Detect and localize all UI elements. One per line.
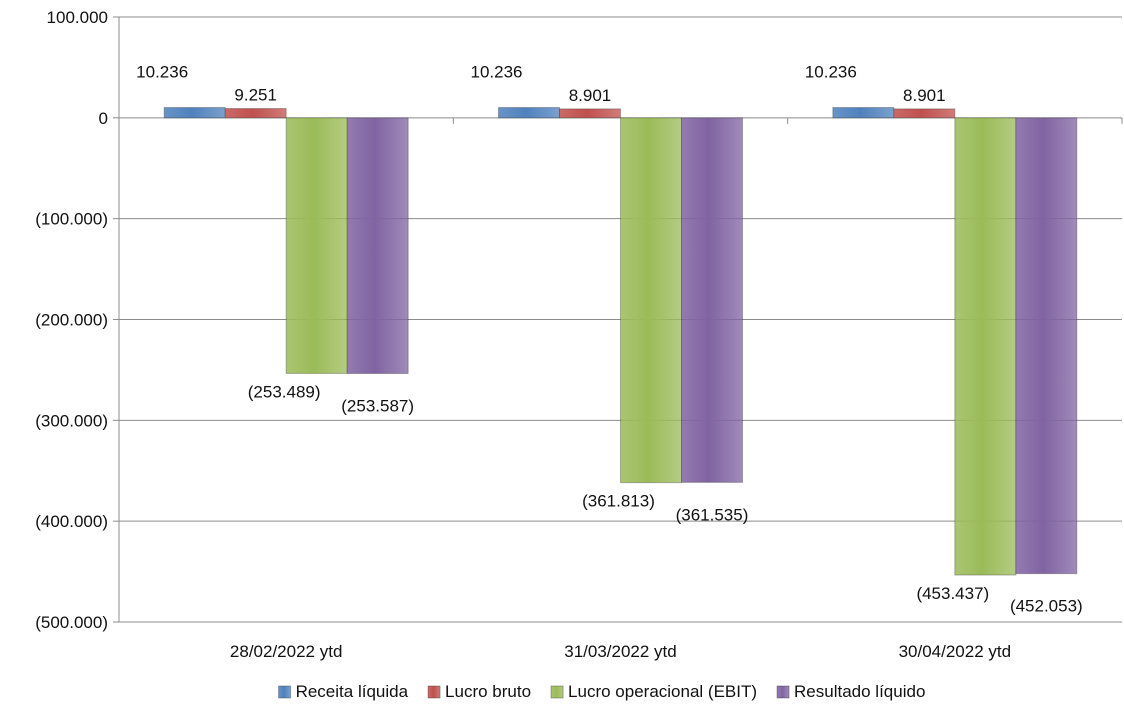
x-category-label: 28/02/2022 ytd — [230, 642, 342, 661]
data-label-lucro-operacional-ebit: (453.437) — [916, 584, 989, 603]
y-tick-label: (100.000) — [35, 210, 108, 229]
bar-lucro-operacional-ebit — [620, 117, 682, 484]
y-tick-label: (500.000) — [35, 613, 108, 632]
bars — [163, 107, 1078, 576]
legend-swatch-lucro-bruto — [427, 685, 441, 699]
bar-receita-liquida — [163, 107, 226, 119]
data-label-resultado-liquido: (253.587) — [341, 397, 414, 416]
bar-resultado-liquido — [346, 117, 409, 375]
y-tick-label: 100.000 — [47, 8, 108, 27]
bar-receita-liquida — [832, 107, 895, 119]
bar-resultado-liquido — [681, 117, 743, 483]
legend-swatch-receita-liquida — [278, 685, 292, 699]
bar-lucro-bruto — [559, 108, 621, 119]
legend-label-lucro-bruto: Lucro bruto — [445, 682, 531, 701]
x-category-label: 30/04/2022 ytd — [899, 642, 1011, 661]
bar-lucro-operacional-ebit — [954, 117, 1017, 576]
data-label-receita-liquida: 10.236 — [471, 63, 523, 82]
legend: Receita líquida Lucro bruto Lucro operacio… — [278, 682, 925, 701]
legend-label-lucro-operacional-ebit: Lucro operacional (EBIT) — [568, 682, 757, 701]
x-category-label: 31/03/2022 ytd — [564, 642, 676, 661]
y-tick-label: (200.000) — [35, 311, 108, 330]
data-label-receita-liquida: 10.236 — [805, 63, 857, 82]
bar-lucro-operacional-ebit — [285, 117, 348, 374]
data-label-lucro-bruto: 9.251 — [234, 86, 277, 105]
data-label-lucro-bruto: 8.901 — [903, 86, 946, 105]
data-labels: 10.236 9.251 (253.489) (253.587) 10.236 8.901… — [136, 63, 1083, 616]
legend-swatch-lucro-operacional-ebit — [550, 685, 564, 699]
data-label-resultado-liquido: (452.053) — [1010, 597, 1083, 616]
data-label-lucro-bruto: 8.901 — [569, 86, 612, 105]
data-label-receita-liquida: 10.236 — [136, 63, 188, 82]
bar-lucro-bruto — [893, 108, 956, 119]
data-label-lucro-operacional-ebit: (253.489) — [248, 382, 321, 401]
data-label-resultado-liquido: (361.535) — [676, 505, 749, 524]
bar-receita-liquida — [498, 107, 560, 119]
legend-label-resultado-liquido: Resultado líquido — [794, 682, 925, 701]
legend-label-receita-liquida: Receita líquida — [296, 682, 409, 701]
y-tick-label: (300.000) — [35, 411, 108, 430]
bar-lucro-bruto — [224, 108, 287, 119]
legend-swatch-resultado-liquido — [776, 685, 790, 699]
y-tick-label: (400.000) — [35, 512, 108, 531]
bar-resultado-liquido — [1015, 117, 1078, 575]
y-tick-label: 0 — [99, 109, 108, 128]
data-label-lucro-operacional-ebit: (361.813) — [582, 492, 655, 511]
